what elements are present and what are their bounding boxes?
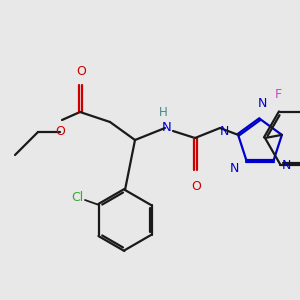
Text: O: O xyxy=(191,179,201,193)
Text: N: N xyxy=(162,121,172,134)
Text: N: N xyxy=(257,97,267,110)
Text: O: O xyxy=(76,64,86,77)
Text: N: N xyxy=(282,159,291,172)
Text: N: N xyxy=(230,162,239,175)
Text: O: O xyxy=(55,124,65,137)
Text: F: F xyxy=(274,88,282,100)
Text: H: H xyxy=(159,106,167,118)
Text: N: N xyxy=(219,125,229,138)
Text: Cl: Cl xyxy=(71,190,83,203)
